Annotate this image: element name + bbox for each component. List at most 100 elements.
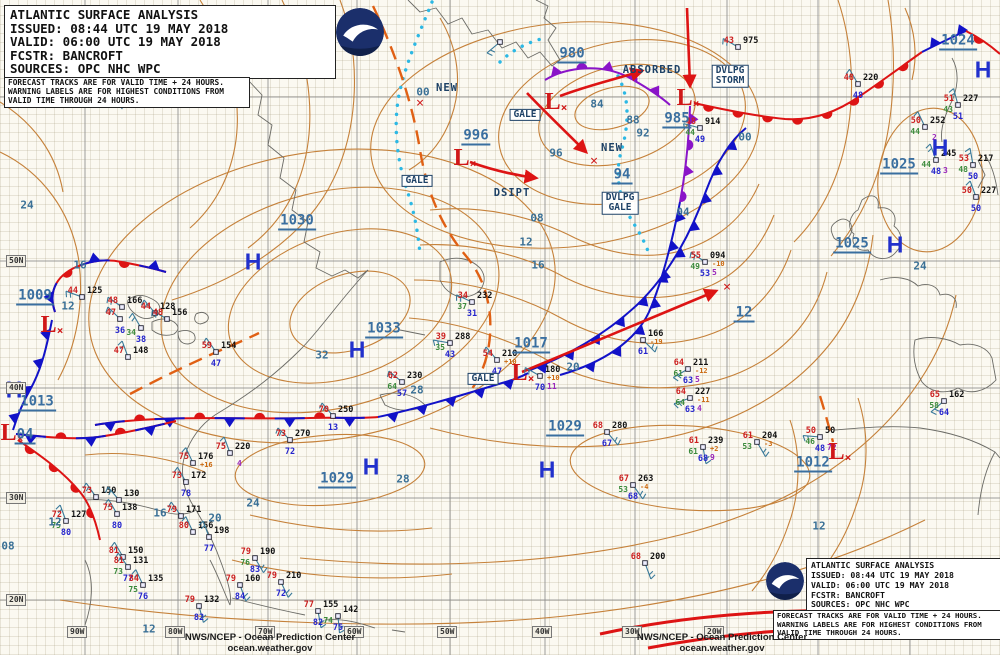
isobar-value-label: 08 [1,539,15,553]
station-value: 43 [943,105,953,114]
isobar-value-label: 96 [549,146,563,160]
station-value: 76 [138,592,148,602]
isobar-value-label: 28 [396,472,410,486]
low-pressure-symbol: L× [676,85,700,111]
station-value: 9 [710,453,715,462]
station-marker [933,157,939,163]
station-plot: 61 204-3 53 [742,431,777,458]
noaa-logo-2 [766,562,804,600]
station-value: 34 [458,291,468,301]
low-pressure-symbol: L× [40,312,64,338]
pressure-center-label: 1030 [278,212,316,231]
station-value: 57 [397,389,407,399]
station-marker [93,494,99,500]
low-x-mark: × [56,324,64,337]
isobar-value-label: 24 [246,496,260,510]
isobar-value-label: 00 [738,130,752,144]
station-value: 172 [191,471,206,481]
forecast-track-arrow [521,288,719,374]
station-value: 48 [108,296,118,306]
station-marker [700,444,706,450]
station-value: 75 [179,452,189,462]
low-x-mark: × [469,157,477,170]
station-value: 47 [114,346,124,356]
front-triangle-pip [614,316,625,328]
station-value: 63 [683,376,693,386]
station-value: 68 [593,421,603,431]
station-value: 5 [695,375,700,384]
cold-front [921,30,967,53]
pressure-center-label: 1025 [880,156,918,175]
station-value: 131 [133,556,148,566]
station-value: 148 [133,346,148,356]
station-marker [213,349,219,355]
front-triangle-pip [8,412,20,425]
credit-right: NWS/NCEP - Ocean Prediction Center ocean… [612,632,832,655]
station-marker [941,398,947,404]
station-value: 72 [276,589,286,599]
station-value: 48 [815,444,825,454]
station-value: 176 [198,452,213,462]
front-triangle-pip [536,363,548,374]
annotation-text: DSIPT [493,187,531,199]
station-plot: 79 171 [167,501,201,519]
station-value: 72 [827,443,837,452]
station-value: 76 [240,558,250,567]
forecast-note: FORECAST TRACKS ARE FOR VALID TIME + 24 … [4,77,250,108]
station-value: 36 [115,326,125,336]
station-marker [190,529,196,535]
station-marker [685,366,691,372]
high-pressure-symbol: H [362,453,380,480]
low-x-mark: × [560,101,568,114]
front-semicircle-pip [62,269,73,278]
station-value: 63 [685,405,695,415]
station-value: 217 [978,154,993,164]
station-value: 80 [112,521,122,531]
front-triangle-pip [32,357,44,370]
annotation-text: NEW [601,142,623,154]
coastline [834,426,1000,516]
station-value: 227 [981,186,996,196]
front-triangle-pip [589,334,600,345]
front-triangle-pip [649,85,660,97]
pressure-center-label: 1012 [794,454,832,473]
station-value: 210 [502,349,517,359]
annotation-text: NEW [436,82,458,94]
isobar [234,433,426,507]
station-value: 43 [724,36,734,46]
front-semicircle-pip [732,111,744,118]
isobar [498,38,746,206]
isobar-value-label: 04 [676,205,690,219]
station-value: 220 [863,73,878,83]
forecast-track-arrow [469,160,539,184]
station-value: 78 [181,489,191,499]
station-value: 280 [612,421,627,431]
station-value: 77 [304,600,314,610]
station-value: 51 [944,94,954,104]
station-value: 46 [805,437,815,446]
front-semicircle-pip [86,507,94,519]
station-value: 180 [545,365,560,375]
station-value: 77 [123,574,133,584]
station-value: 094 [710,251,725,261]
isobar [429,234,874,448]
station-plot: 54 210+1047 [483,346,517,377]
front-triangle-pip [634,324,646,336]
front-triangle-pip [712,165,723,176]
forecast-track-arrow [682,7,697,89]
station-value: 50 [806,426,816,436]
isobar-value-label: 24 [20,198,34,212]
station-value: 166 [127,296,142,306]
